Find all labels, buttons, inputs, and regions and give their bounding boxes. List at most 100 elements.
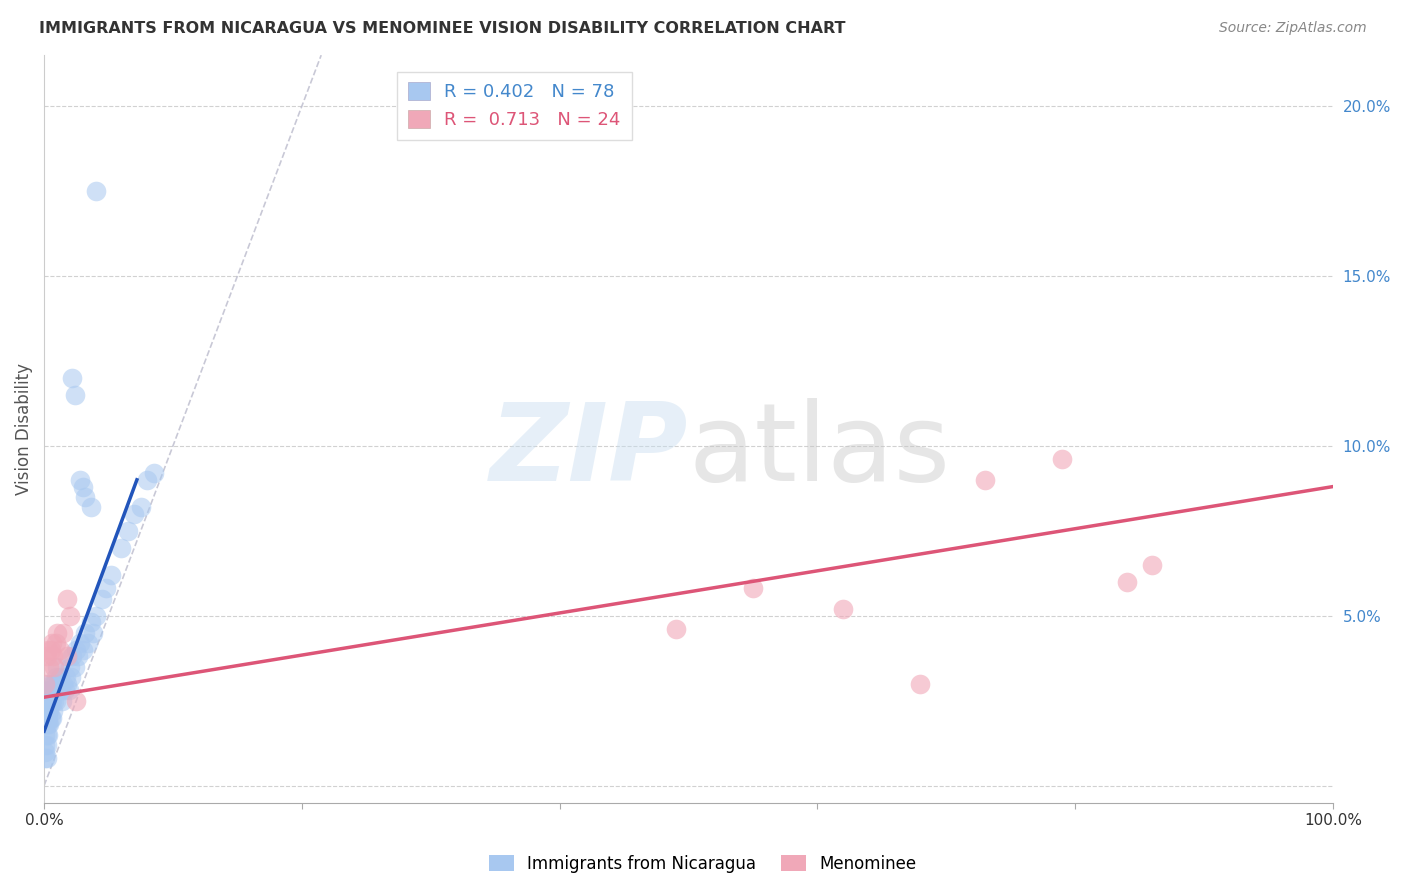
Point — [34, 751, 56, 765]
Point — [62, 371, 84, 385]
Point — [69, 636, 91, 650]
Point — [56, 649, 79, 664]
Point — [34, 738, 56, 752]
Point — [34, 693, 56, 707]
Point — [51, 693, 73, 707]
Point — [42, 649, 65, 664]
Text: Source: ZipAtlas.com: Source: ZipAtlas.com — [1219, 21, 1367, 35]
Point — [35, 717, 58, 731]
Point — [742, 582, 765, 596]
Point — [59, 659, 82, 673]
Point — [65, 642, 87, 657]
Point — [63, 659, 86, 673]
Point — [41, 636, 63, 650]
Point — [94, 582, 117, 596]
Point — [84, 608, 107, 623]
Point — [39, 710, 62, 724]
Point — [91, 591, 114, 606]
Point — [42, 683, 65, 698]
Point — [665, 622, 688, 636]
Point — [45, 636, 67, 650]
Point — [129, 500, 152, 514]
Point — [45, 670, 67, 684]
Point — [136, 473, 159, 487]
Text: IMMIGRANTS FROM NICARAGUA VS MENOMINEE VISION DISABILITY CORRELATION CHART: IMMIGRANTS FROM NICARAGUA VS MENOMINEE V… — [39, 21, 846, 36]
Point — [41, 676, 63, 690]
Legend: Immigrants from Nicaragua, Menominee: Immigrants from Nicaragua, Menominee — [482, 848, 924, 880]
Point — [52, 676, 75, 690]
Point — [832, 602, 855, 616]
Point — [49, 683, 72, 698]
Point — [38, 659, 60, 673]
Point — [56, 591, 79, 606]
Point — [66, 649, 89, 664]
Point — [77, 636, 100, 650]
Point — [46, 676, 69, 690]
Point — [34, 704, 56, 718]
Point — [974, 473, 997, 487]
Point — [63, 388, 86, 402]
Point — [65, 693, 87, 707]
Point — [75, 625, 97, 640]
Point — [35, 728, 58, 742]
Point — [75, 490, 97, 504]
Point — [58, 683, 80, 698]
Point — [79, 500, 101, 514]
Point — [35, 751, 58, 765]
Point — [34, 676, 56, 690]
Point — [53, 683, 76, 698]
Point — [1142, 558, 1164, 572]
Point — [910, 676, 932, 690]
Point — [39, 683, 62, 698]
Point — [62, 649, 84, 664]
Point — [34, 710, 56, 724]
Point — [1115, 574, 1137, 589]
Point — [37, 728, 59, 742]
Point — [79, 615, 101, 630]
Point — [46, 683, 69, 698]
Point — [41, 710, 63, 724]
Point — [37, 642, 59, 657]
Point — [38, 717, 60, 731]
Point — [38, 693, 60, 707]
Point — [37, 710, 59, 724]
Point — [35, 738, 58, 752]
Text: atlas: atlas — [689, 398, 950, 504]
Point — [124, 507, 146, 521]
Point — [48, 642, 70, 657]
Point — [34, 683, 56, 698]
Point — [37, 717, 59, 731]
Point — [38, 676, 60, 690]
Point — [37, 693, 59, 707]
Point — [110, 541, 132, 555]
Point — [72, 642, 94, 657]
Point — [39, 693, 62, 707]
Point — [60, 670, 83, 684]
Point — [44, 676, 66, 690]
Point — [69, 473, 91, 487]
Legend: R = 0.402   N = 78, R =  0.713   N = 24: R = 0.402 N = 78, R = 0.713 N = 24 — [398, 71, 631, 140]
Point — [59, 608, 82, 623]
Point — [35, 693, 58, 707]
Point — [34, 693, 56, 707]
Point — [100, 568, 122, 582]
Point — [34, 717, 56, 731]
Point — [46, 625, 69, 640]
Point — [46, 659, 69, 673]
Point — [41, 693, 63, 707]
Point — [38, 704, 60, 718]
Text: ZIP: ZIP — [491, 398, 689, 504]
Point — [55, 670, 77, 684]
Point — [45, 693, 67, 707]
Point — [34, 745, 56, 759]
Point — [35, 704, 58, 718]
Point — [37, 704, 59, 718]
Point — [84, 184, 107, 198]
Point — [35, 710, 58, 724]
Point — [48, 670, 70, 684]
Point — [34, 728, 56, 742]
Point — [39, 642, 62, 657]
Point — [44, 659, 66, 673]
Point — [35, 649, 58, 664]
Point — [42, 704, 65, 718]
